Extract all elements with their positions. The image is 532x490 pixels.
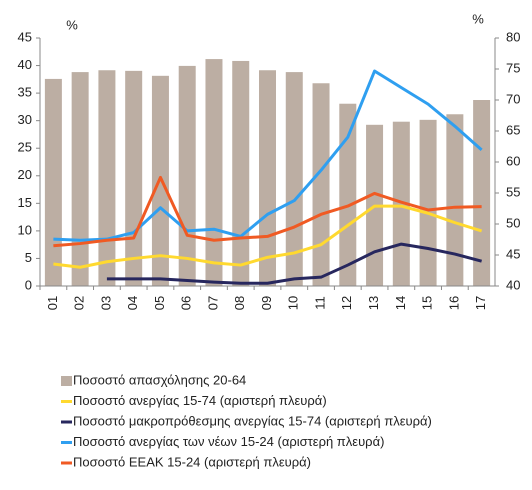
x-tick-label: 12 (339, 296, 354, 310)
bar (98, 70, 116, 287)
y-tick-label: 20 (18, 167, 32, 182)
bar (339, 103, 357, 286)
x-tick-label: 17 (473, 296, 488, 310)
legend-label: Ποσοστό ανεργίας των νέων 15-24 (αριστερ… (73, 434, 384, 449)
legend-label: Ποσοστό απασχόλησης 20-64 (73, 372, 246, 387)
y2-tick-label: 40 (506, 277, 520, 292)
y2-tick-label: 55 (506, 184, 520, 199)
x-tick-label: 16 (446, 296, 461, 310)
y-unit: % (66, 17, 78, 32)
x-tick-label: 04 (125, 296, 140, 310)
x-tick-label: 06 (179, 296, 194, 310)
bar (178, 65, 196, 287)
legend-label: Ποσοστό μακροπρόθεσμης ανεργίας 15-74 (α… (73, 413, 432, 428)
x-tick-label: 03 (98, 296, 113, 310)
y-tick-label: 0 (25, 277, 32, 292)
x-tick-label: 09 (259, 296, 274, 310)
y-tick-label: 5 (25, 250, 32, 265)
y-tick-label: 15 (18, 195, 32, 210)
bar (71, 72, 89, 286)
x-tick-label: 01 (45, 296, 60, 310)
y-tick-label: 30 (18, 112, 32, 127)
x-tick-label: 10 (286, 296, 301, 310)
bar (446, 114, 464, 286)
legend-label: Ποσοστό ΕΕΑΚ 15-24 (αριστερή πλευρά) (73, 454, 311, 469)
y-tick-label: 25 (18, 140, 32, 155)
line (53, 69, 483, 242)
y2-tick-label: 80 (506, 29, 520, 44)
line (53, 204, 483, 269)
y2-tick-label: 75 (506, 60, 520, 75)
y2-tick-label: 60 (506, 153, 520, 168)
bar (259, 70, 276, 287)
x-tick-label: 11 (312, 296, 327, 310)
x-tick-label: 14 (393, 296, 408, 310)
y2-unit: % (472, 11, 484, 26)
x-tick-label: 13 (366, 296, 381, 310)
legend-swatch (61, 376, 72, 386)
y2-tick-label: 45 (506, 246, 520, 261)
bar (285, 72, 303, 286)
y2-tick-label: 50 (506, 215, 520, 230)
x-tick-label: 05 (152, 296, 167, 310)
bar (419, 119, 437, 286)
x-tick-label: 02 (72, 296, 87, 310)
y-tick-label: 10 (18, 222, 32, 237)
y2-tick-label: 65 (506, 122, 520, 137)
bar (205, 59, 223, 286)
y-tick-label: 40 (18, 57, 32, 72)
line (53, 175, 482, 248)
legend-label: Ποσοστό ανεργίας 15-74 (αριστερή πλευρά) (73, 393, 327, 408)
line (106, 242, 483, 285)
y-tick-label: 45 (18, 29, 32, 44)
y2-tick-label: 70 (506, 91, 520, 106)
bar (312, 83, 330, 286)
bar (44, 78, 62, 286)
bar (125, 70, 143, 286)
y-tick-label: 35 (18, 85, 32, 100)
x-tick-label: 07 (205, 296, 220, 310)
x-tick-label: 15 (420, 296, 435, 310)
x-tick-label: 08 (232, 296, 247, 310)
bar (232, 60, 250, 286)
